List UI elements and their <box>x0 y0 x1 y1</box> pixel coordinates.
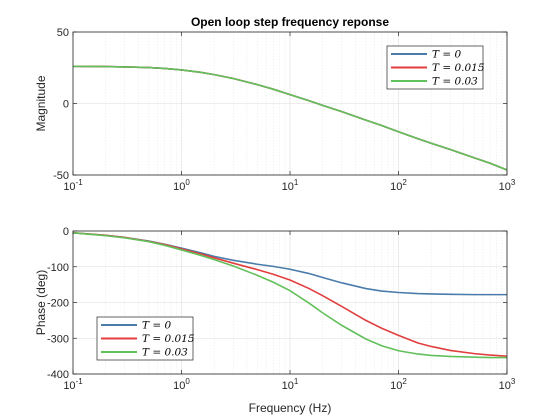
legend: T = 0T = 0.015 T = 0.03 <box>386 45 485 90</box>
series-line-2 <box>73 65 507 171</box>
y-tick-label: 0 <box>63 226 69 238</box>
legend-entry-0: T = 0 <box>432 49 461 61</box>
x-tick-label: 103 <box>499 178 516 193</box>
x-tick-label: 100 <box>173 178 190 193</box>
x-tick-label: 101 <box>282 178 299 193</box>
x-axis-label: Frequency (Hz) <box>249 401 332 415</box>
y-tick-label: -200 <box>47 298 69 310</box>
legend-entry-1: T = 0.015 <box>142 333 195 345</box>
legend-entry-2: T = 0.03 <box>142 347 188 359</box>
y-tick-label: -300 <box>47 333 69 345</box>
series-line-2 <box>73 231 507 359</box>
legend-entry-2: T = 0.03 <box>432 76 478 88</box>
x-tick-label: 103 <box>499 377 516 392</box>
x-tick-label: 10-1 <box>63 377 83 392</box>
chart-title: Open loop step frequency reponse <box>191 15 389 29</box>
y-tick-label: -50 <box>53 170 69 182</box>
y-tick-label: -100 <box>47 262 69 274</box>
legend-entry-1: T = 0.015 <box>432 62 485 74</box>
x-tick-label: 102 <box>390 178 407 193</box>
y-axis-label: Phase (deg) <box>34 270 48 335</box>
x-tick-label: 10-1 <box>63 178 83 193</box>
x-tick-label: 101 <box>282 377 299 392</box>
y-tick-label: 50 <box>57 27 69 39</box>
phase-panel: 10-1 100 101 102 103 -400 -300 -200 -100 0 Phase (… <box>34 226 516 415</box>
y-tick-label: 0 <box>63 99 69 111</box>
x-tick-label: 102 <box>390 377 407 392</box>
y-axis-label: Magnitude <box>34 75 48 131</box>
legend: T = 0T = 0.015 T = 0.03 <box>96 316 195 361</box>
x-tick-label: 100 <box>173 377 190 392</box>
legend-entry-0: T = 0 <box>142 320 171 332</box>
y-tick-label: -400 <box>47 369 69 381</box>
